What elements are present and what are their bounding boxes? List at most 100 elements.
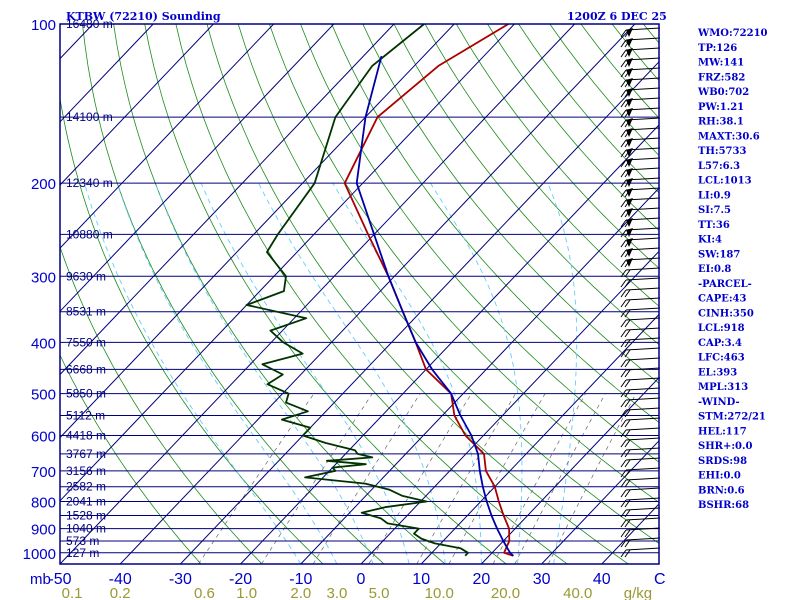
- isotherm: [60, 24, 575, 564]
- temperature-tick-label: 40: [593, 571, 611, 588]
- mixing-ratio-tick-label: 1.0: [236, 585, 257, 600]
- x-axis-unit: C: [654, 571, 666, 588]
- dry-adiabat: [331, 24, 659, 423]
- dry-adiabat: [362, 24, 659, 384]
- isotherm: [240, 124, 659, 564]
- sounding-index: TP:126: [698, 43, 737, 54]
- wind-barb: [620, 357, 661, 368]
- wind-barb: [620, 457, 661, 468]
- wind-barb: [620, 77, 661, 88]
- temperature-tick-label: 10: [412, 571, 430, 588]
- wind-barb: [620, 327, 661, 338]
- dry-adiabat: [60, 354, 202, 564]
- moist-adiabat: [332, 182, 482, 564]
- height-label: 12340 m: [66, 176, 113, 190]
- height-label: 1528 m: [66, 508, 106, 522]
- mixing-ratio-line: [198, 393, 315, 564]
- sounding-index: PW:1.21: [698, 102, 744, 113]
- isotherm: [360, 250, 659, 564]
- wind-barb: [620, 367, 661, 378]
- sounding-index: MPL:313: [698, 382, 748, 393]
- sounding-index: BRN:0.6: [698, 485, 745, 496]
- wind-barb: [620, 57, 661, 68]
- wind-barb: [620, 277, 661, 288]
- isotherm: [0, 24, 33, 564]
- moist-adiabat: [200, 183, 410, 564]
- temperature-tick-label: 0: [357, 571, 366, 588]
- isotherm: [119, 24, 636, 564]
- wind-barb: [620, 437, 661, 448]
- wind-barb: [620, 257, 661, 268]
- temperature-tick-label: 20: [473, 571, 491, 588]
- wind-barb: [620, 217, 661, 228]
- wind-barb: [620, 497, 661, 508]
- sounding-index: -WIND-: [698, 397, 740, 408]
- dry-adiabat: [60, 245, 263, 564]
- pressure-tick-label: 900: [31, 522, 56, 539]
- dry-adiabat: [237, 24, 659, 544]
- height-label: 4418 m: [66, 428, 106, 442]
- dry-adiabat: [300, 24, 659, 463]
- sounding-index: CAP:3.4: [698, 338, 742, 349]
- sounding-index: EI:0.8: [698, 264, 731, 275]
- pressure-tick-label: 600: [31, 428, 56, 445]
- wind-barb: [620, 267, 661, 278]
- height-label: 3156 m: [66, 464, 106, 478]
- dry-adiabat: [60, 96, 324, 564]
- isotherm: [420, 313, 659, 564]
- isotherm: [60, 24, 154, 123]
- wind-barb: [620, 147, 661, 158]
- wind-barb: [620, 397, 661, 408]
- mixing-ratio-tick-label: 10.0: [425, 585, 454, 600]
- mixing-ratio-line: [547, 393, 637, 564]
- height-label: 16480 m: [66, 17, 113, 31]
- wind-barb: [620, 297, 661, 308]
- isotherm: [60, 24, 274, 249]
- wind-barb: [620, 377, 661, 388]
- plot-frame: [59, 23, 660, 565]
- temperature-tick-label: 30: [533, 571, 551, 588]
- height-label: 3767 m: [66, 447, 106, 461]
- wind-barb: [620, 187, 661, 198]
- wind-barb: [620, 287, 661, 298]
- moist-adiabat: [430, 182, 523, 564]
- height-labels: 16480 m 14100 m 12340 m 10880 m 9630 m 8531 m…: [66, 17, 113, 560]
- sounding-index: LCL:918: [698, 323, 745, 334]
- wind-barb: [620, 97, 661, 108]
- sounding-index: CINH:350: [698, 308, 754, 319]
- mixing-ratio-tick-label: 40.0: [563, 585, 592, 600]
- height-label: 14100 m: [66, 110, 113, 124]
- wind-barb: [620, 167, 661, 178]
- wind-barb: [620, 337, 661, 348]
- temperature-tick-label: -20: [229, 571, 252, 588]
- sounding-index: TH:5733: [698, 146, 746, 157]
- sounding-index: L57:6.3: [698, 161, 740, 172]
- wind-barb: [620, 547, 661, 558]
- mixing-ratio-tick-label: 20.0: [491, 585, 520, 600]
- height-label: 10880 m: [66, 227, 113, 241]
- sounding-index: MW:141: [698, 58, 744, 69]
- sounding-index: EHI:0.0: [698, 471, 741, 482]
- wind-barb: [620, 247, 661, 258]
- wind-barb: [620, 227, 661, 238]
- wind-barb: [620, 87, 661, 98]
- mixing-ratio-tick-label: 0.6: [194, 585, 215, 600]
- wind-barb: [620, 37, 661, 48]
- height-label: 6668 m: [66, 362, 106, 376]
- sounding-profiles: [245, 24, 514, 557]
- dry-adiabat: [144, 24, 507, 564]
- wind-barb: [620, 427, 661, 438]
- sounding-indices-panel: WMO:72210 TP:126 MW:141 FRZ:582 WB0:702 PW:1.…: [697, 28, 768, 511]
- height-label: 1040 m: [66, 522, 106, 536]
- pressure-tick-label: 300: [31, 269, 56, 286]
- height-label: 9630 m: [66, 269, 106, 283]
- mixing-ratio-tick-label: 3.0: [326, 585, 347, 600]
- chart-title-station: KTBW (72210) Sounding: [66, 10, 221, 23]
- mixing-ratio-line: [261, 393, 373, 564]
- wind-barb: [620, 317, 661, 328]
- wind-barb: [620, 27, 661, 38]
- thermo-grid: [60, 24, 659, 564]
- wind-barb: [620, 467, 661, 478]
- pressure-axis-labels: 100 200 300 400 500 600 700 800 900 1000: [23, 17, 56, 563]
